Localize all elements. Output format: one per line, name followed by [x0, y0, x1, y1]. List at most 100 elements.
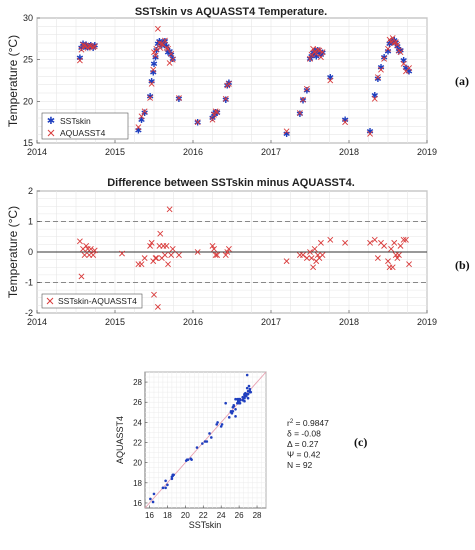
- panel-a-point-aquasst4: [319, 49, 326, 56]
- panel-b-point-difference-stroke: [169, 246, 176, 252]
- panel-b-point-difference-stroke: [154, 303, 161, 310]
- panel-a-point-aquasst4-stroke: [214, 109, 221, 116]
- panel-a-point-sstskin: ✱: [222, 96, 230, 106]
- panel-a-point-aquasst4: [394, 41, 401, 48]
- panel-a-ytick-label: 25: [23, 55, 33, 65]
- panel-a-point-aquasst4-stroke: [160, 41, 167, 48]
- panel-b-point-difference-stroke: [310, 264, 317, 271]
- panel-a-point-aquasst4-stroke: [378, 66, 384, 73]
- panel-c-point: [236, 401, 239, 405]
- panel-a-point-aquasst4-stroke: [367, 130, 373, 137]
- panel-b-point-difference-stroke: [119, 250, 125, 257]
- panel-a-point-aquasst4: [406, 65, 412, 71]
- panel-c-ytick-label: 18: [133, 479, 142, 488]
- panel-a-point-aquasst4-stroke: [91, 43, 98, 50]
- panel-b-point-difference-stroke: [163, 242, 170, 249]
- panel-c-point: [234, 415, 237, 418]
- panel-a-point-sstskin: ✱: [224, 82, 232, 92]
- panel-b-point-difference: [141, 255, 148, 262]
- panel-a-point-aquasst4: [367, 130, 373, 137]
- panel-c-point: [161, 486, 165, 490]
- panel-b-point-difference: [176, 252, 182, 258]
- panel-a-point-aquasst4-stroke: [90, 44, 97, 51]
- panel-a-point-sstskin: ✱: [213, 109, 221, 119]
- panel-c-point: [151, 500, 155, 504]
- panel-b-xtick-label: 2017: [261, 317, 281, 327]
- panel-b-point-difference-stroke: [176, 252, 182, 258]
- panel-b-point-difference: [311, 246, 318, 252]
- panel-a-point-aquasst4-stroke: [209, 116, 216, 123]
- panel-a-point-aquasst4-stroke: [318, 54, 324, 61]
- panel-b-point-difference-stroke: [138, 261, 145, 268]
- panel-a-point-aquasst4: [316, 47, 323, 54]
- panel-b-point-difference-stroke: [303, 255, 310, 262]
- panel-b-point-difference: [388, 246, 395, 252]
- panel-a-point-aquasst4-stroke: [310, 45, 317, 52]
- panel-b-point-difference-stroke: [371, 236, 378, 243]
- panel-b-point-difference-stroke: [394, 255, 401, 262]
- panel-a-point-aquasst4: [222, 95, 229, 102]
- panel-a-point-sstskin: ✱: [152, 53, 160, 63]
- panel-b-point-difference: [169, 246, 176, 252]
- panel-c-stat-line: N = 92: [287, 460, 313, 470]
- panel-b-point-difference: [342, 239, 349, 246]
- panel-c-point: [227, 416, 231, 419]
- panel-c-grid: [145, 371, 267, 508]
- panel-a-point-sstskin: ✱: [317, 51, 325, 61]
- panel-a-point-aquasst4: [381, 55, 388, 62]
- panel-b-point-difference: [300, 252, 306, 258]
- panel-b-point-difference: [211, 246, 217, 252]
- legend-cross-icon: [47, 129, 55, 137]
- panel-a-point-aquasst4: [307, 55, 313, 62]
- panel-c-xtick-label: 26: [235, 511, 244, 520]
- panel-c-ytick-label: 22: [133, 439, 142, 448]
- panel-b-point-difference: [138, 261, 145, 268]
- panel-a-point-sstskin: ✱: [400, 57, 408, 67]
- panel-c-point: [215, 423, 219, 426]
- panel-b-difference-timeseries: Difference between SSTskin minus AQUASST…: [6, 177, 470, 327]
- panel-b-point-difference: [157, 230, 164, 237]
- panel-a-point-sstskin: ✱: [312, 53, 320, 63]
- panel-c-point: [195, 446, 199, 449]
- panel-a-point-aquasst4-stroke: [141, 108, 148, 115]
- panel-a-point-sstskin: ✱: [175, 95, 183, 105]
- panel-b-point-difference-stroke: [194, 249, 201, 255]
- panel-b-point-difference: [162, 252, 168, 258]
- panel-c-stat-line: Δ = 0.27: [287, 439, 319, 449]
- panel-a-point-sstskin: ✱: [76, 54, 84, 64]
- panel-c-label: (c): [354, 435, 367, 449]
- panel-c-point: [190, 458, 193, 461]
- panel-a-point-sstskin: ✱: [194, 118, 202, 128]
- panel-b-point-difference: [165, 261, 171, 268]
- panel-b-point-difference-stroke: [153, 255, 160, 262]
- panel-b-point-difference-stroke: [165, 261, 171, 268]
- panel-a-label: (a): [455, 74, 469, 88]
- panel-a-point-aquasst4: [147, 95, 154, 101]
- panel-a-point-aquasst4-stroke: [283, 128, 290, 135]
- panel-c-xtick-label: 16: [145, 511, 154, 520]
- panel-a-legend-label-aquasst4: AQUASST4: [60, 128, 106, 138]
- panel-b-point-difference-stroke: [214, 252, 221, 258]
- panel-b-point-difference: [400, 236, 407, 243]
- panel-b-point-difference-stroke: [91, 247, 98, 254]
- panel-c-stat-line: δ = -0.08: [287, 429, 321, 439]
- panel-b-point-difference-stroke: [367, 239, 373, 246]
- panel-b-point-difference: [83, 242, 90, 249]
- panel-b-point-difference-stroke: [327, 236, 334, 243]
- panel-b-point-difference-stroke: [318, 239, 324, 246]
- panel-b-point-difference: [396, 252, 402, 258]
- panel-b-point-difference-stroke: [378, 239, 384, 246]
- panel-a-point-aquasst4: [91, 43, 98, 50]
- panel-a-point-aquasst4: [86, 42, 93, 49]
- panel-b-point-difference-stroke: [209, 242, 216, 249]
- panel-a-point-aquasst4: [162, 37, 168, 44]
- panel-a-xtick-label: 2015: [105, 147, 125, 157]
- panel-c-point: [205, 440, 209, 443]
- panel-b-point-difference-stroke: [319, 252, 326, 258]
- panel-a-point-aquasst4: [385, 45, 391, 52]
- panel-b-point-difference: [81, 252, 88, 258]
- panel-c-ytick-label: 16: [133, 499, 142, 508]
- panel-b-point-difference: [87, 246, 94, 252]
- panel-b-point-difference-stroke: [388, 246, 395, 252]
